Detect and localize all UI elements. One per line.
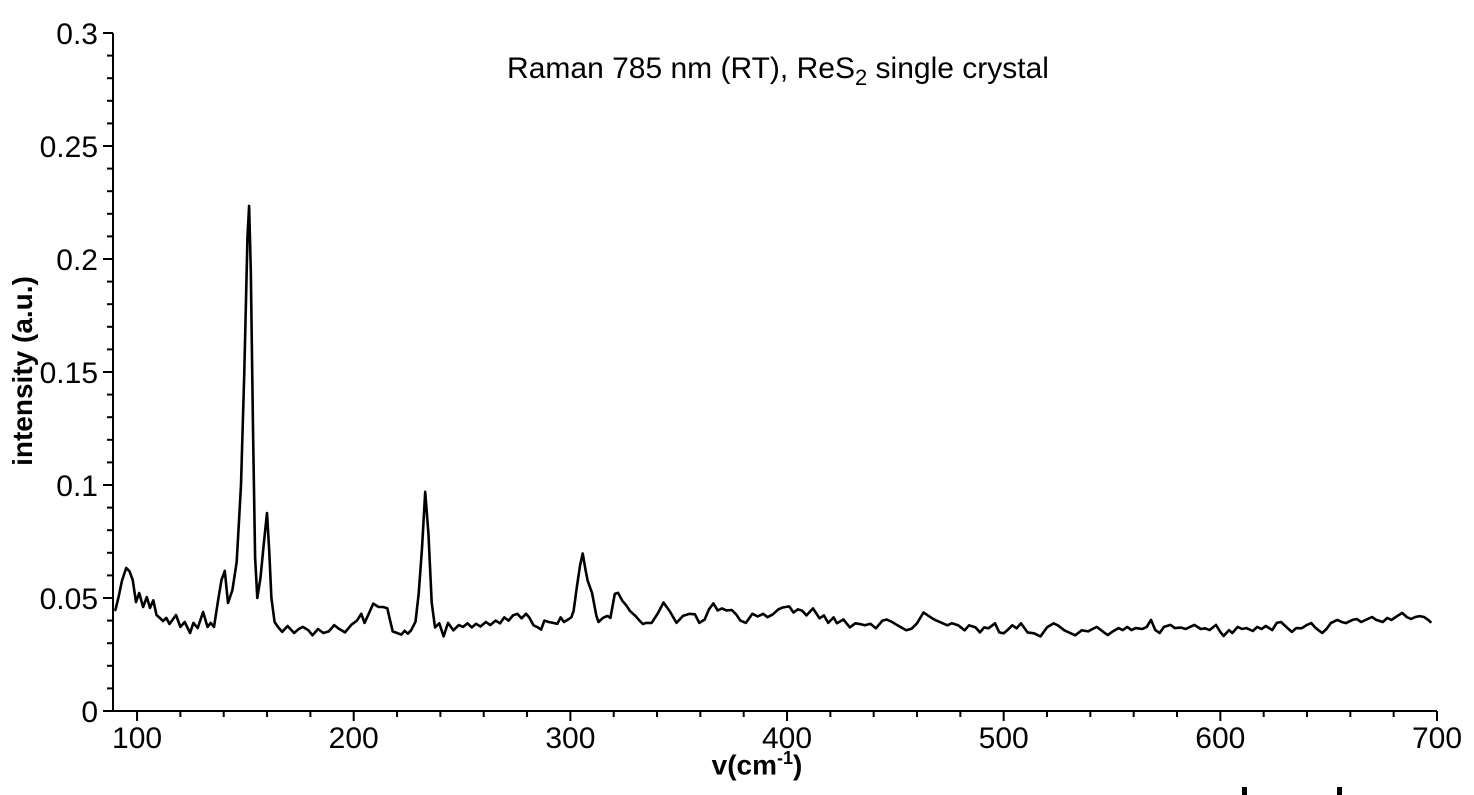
- x-tick-label: 100: [112, 722, 162, 755]
- x-tick-label: 700: [1412, 722, 1462, 755]
- x-tick-label: 400: [762, 722, 812, 755]
- y-axis-ticks: 0 0.05 0.1 0.15 0.2 0.25 0.3: [40, 18, 113, 729]
- x-tick-label: 300: [545, 722, 595, 755]
- y-tick-label: 0.05: [40, 583, 98, 616]
- x-axis-label-superscript: -1: [777, 748, 794, 768]
- x-axis-label: v(cm-1): [711, 748, 803, 781]
- y-axis-label: intensity (a.u.): [7, 276, 38, 466]
- x-axis-ticks: 100 200 300 400 500 600 700: [112, 711, 1462, 755]
- spectrum-line: [114, 204, 1432, 638]
- y-tick-label: 0.25: [40, 131, 98, 164]
- x-tick-label: 500: [979, 722, 1029, 755]
- y-tick-label: 0.2: [56, 244, 98, 277]
- chart-title: Raman 785 nm (RT), ReS2 single crystal: [507, 52, 1049, 90]
- axes-spines: [112, 33, 1437, 712]
- y-tick-label: 0.15: [40, 357, 98, 390]
- y-tick-label: 0: [81, 696, 98, 729]
- y-tick-label: 0.1: [56, 470, 98, 503]
- cutoff-text-fragment: [1242, 787, 1247, 795]
- chart-title-text-2: single crystal: [867, 52, 1049, 85]
- chart-title-subscript: 2: [854, 65, 868, 90]
- x-tick-label: 200: [329, 722, 379, 755]
- chart-title-text: Raman 785 nm (RT), ReS: [507, 52, 855, 85]
- y-tick-label: 0.3: [56, 18, 98, 51]
- x-tick-label: 600: [1195, 722, 1245, 755]
- x-axis-label-text: v(cm: [711, 749, 778, 781]
- cutoff-text-fragment: [1337, 787, 1342, 795]
- x-axis-label-text-2: ): [793, 749, 803, 781]
